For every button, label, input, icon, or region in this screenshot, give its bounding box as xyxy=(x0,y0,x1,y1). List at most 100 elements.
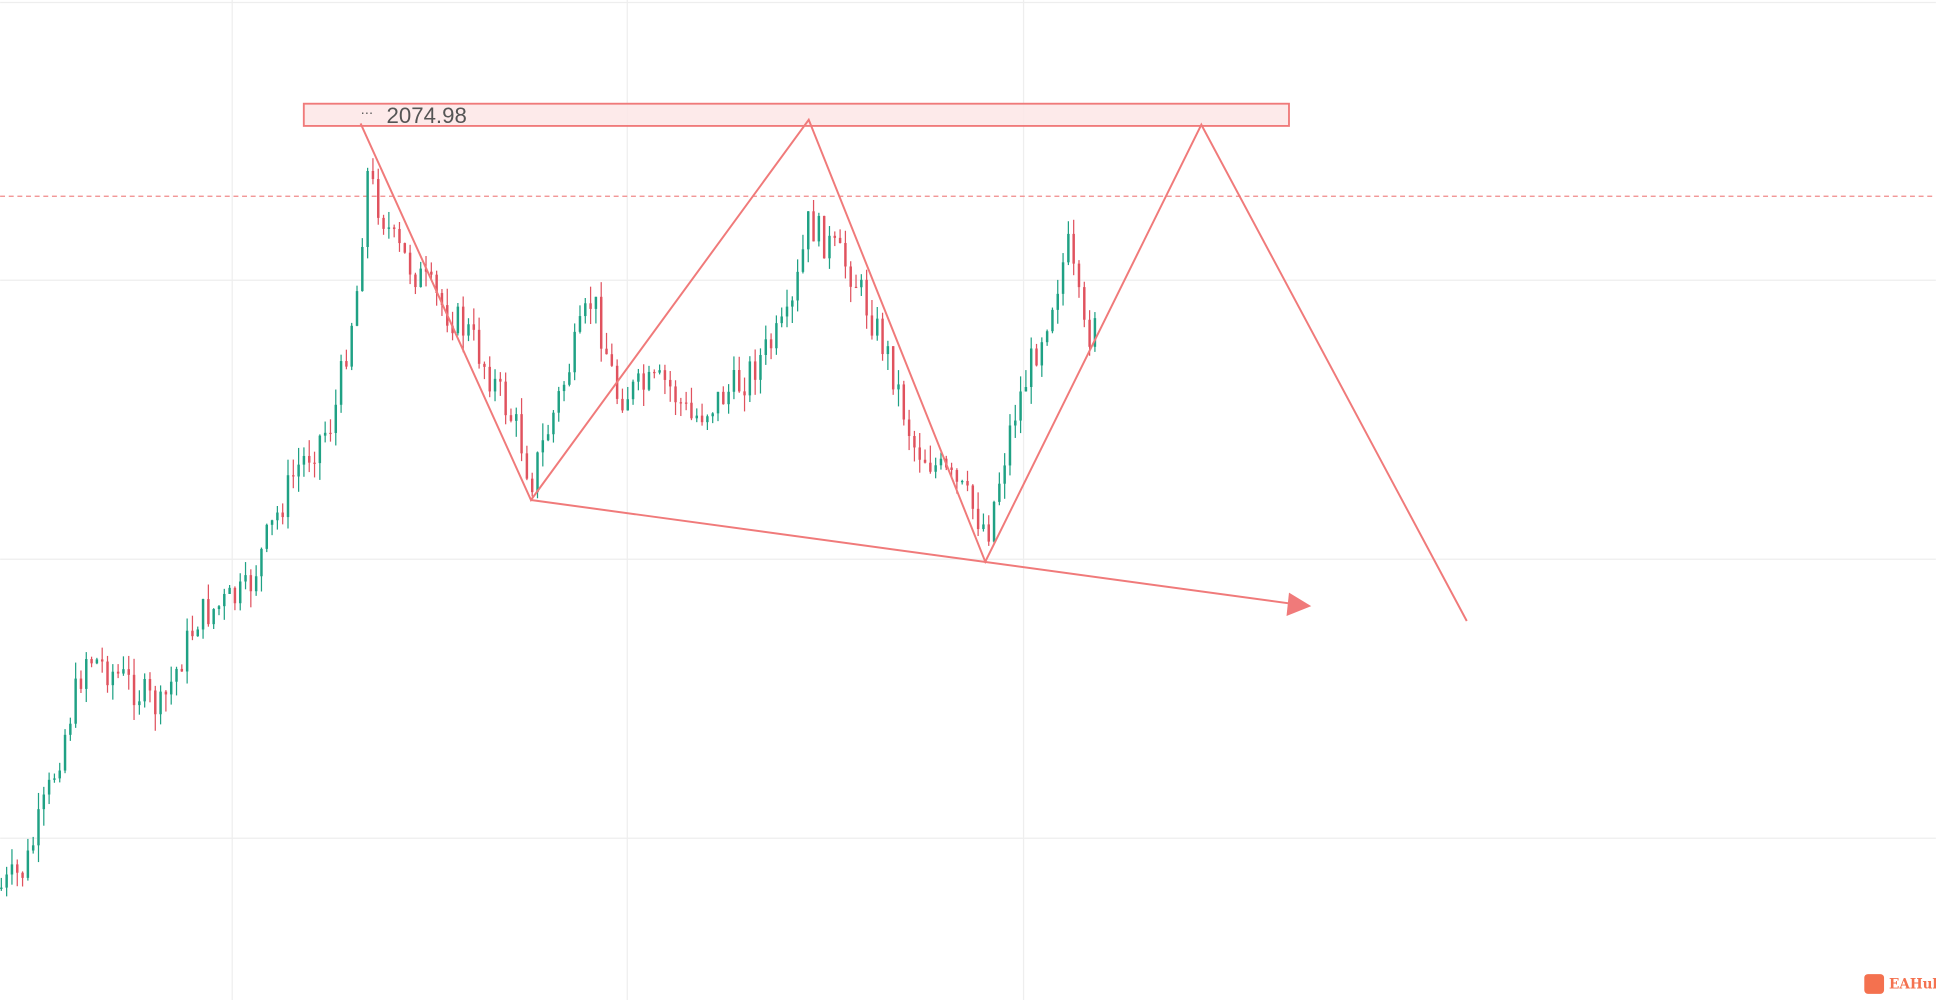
candle-body xyxy=(1003,465,1006,484)
candle-body xyxy=(451,325,454,334)
candle-body xyxy=(345,361,348,367)
candle-body xyxy=(695,415,698,419)
candle-body xyxy=(854,286,858,289)
candle-body xyxy=(238,581,242,604)
candle-body xyxy=(631,381,635,400)
candle-body xyxy=(201,599,205,630)
candle-body xyxy=(37,809,40,846)
candle-body xyxy=(493,378,497,392)
candle-body xyxy=(297,464,300,477)
candle-body xyxy=(833,235,837,238)
candle-body xyxy=(5,874,8,888)
candle-body xyxy=(329,432,332,435)
candle-body xyxy=(1029,348,1033,388)
candle-body xyxy=(960,480,964,483)
resistance-zone xyxy=(302,102,1290,127)
candle-body xyxy=(366,170,369,248)
candle-body xyxy=(844,242,847,267)
candle-body xyxy=(886,346,890,355)
candle-body xyxy=(743,391,746,396)
candle-body xyxy=(971,485,975,509)
candle-body xyxy=(63,734,67,771)
candle-body xyxy=(998,483,1001,502)
candle-body xyxy=(47,779,51,795)
candle-body xyxy=(1077,263,1081,288)
candle-body xyxy=(552,412,555,435)
candle-body xyxy=(796,271,799,301)
candle-body xyxy=(339,361,343,405)
candle-body xyxy=(536,452,539,493)
watermark: EAHub xyxy=(1889,977,1936,993)
candle-body xyxy=(653,371,656,374)
candle-body xyxy=(185,630,189,672)
candle-body xyxy=(929,462,932,472)
candle-body xyxy=(562,384,566,392)
candle-body xyxy=(1040,342,1044,366)
candle-body xyxy=(1014,420,1017,426)
candle-body xyxy=(711,413,714,417)
candle-body xyxy=(111,671,115,686)
candle-body xyxy=(254,576,258,592)
candle-body xyxy=(753,361,757,380)
candle-body xyxy=(79,678,83,689)
candle-body xyxy=(759,355,762,380)
candle-body xyxy=(907,419,911,437)
candle-body xyxy=(828,235,831,259)
candle-body xyxy=(955,470,959,482)
candle-body xyxy=(817,215,821,242)
candle-body xyxy=(21,872,24,878)
candle-body xyxy=(769,339,773,349)
candle-body xyxy=(812,211,815,242)
candle-body xyxy=(207,599,210,625)
candle-body xyxy=(159,691,162,715)
candles xyxy=(0,158,1097,897)
candle-body xyxy=(472,324,476,330)
candle-body xyxy=(822,215,826,259)
candle-body xyxy=(334,404,338,433)
candle-body xyxy=(599,296,603,349)
candle-body xyxy=(169,681,173,695)
candle-body xyxy=(891,346,895,390)
candle-body xyxy=(838,237,842,243)
candle-body xyxy=(276,512,279,521)
pattern-line xyxy=(359,117,1468,622)
candle-body xyxy=(244,575,247,582)
candle-body xyxy=(610,354,614,366)
candle-body xyxy=(175,668,178,682)
candle-body xyxy=(679,402,683,404)
candle-body xyxy=(408,252,412,275)
candle-body xyxy=(95,659,99,664)
candle-body xyxy=(934,465,937,472)
candle-body xyxy=(557,391,560,413)
candle-body xyxy=(265,524,268,549)
candle-body xyxy=(217,606,221,610)
candle-body xyxy=(392,227,396,229)
candle-body xyxy=(860,279,863,288)
candle-body xyxy=(1035,348,1038,366)
candle-body xyxy=(377,179,380,218)
candle-body xyxy=(642,373,645,390)
candle-body xyxy=(865,279,868,316)
candle-body xyxy=(923,459,927,463)
candle-body xyxy=(674,386,677,403)
candle-body xyxy=(74,678,77,724)
candle-body xyxy=(371,170,375,180)
candle-body xyxy=(1024,387,1028,392)
candle-body xyxy=(584,303,587,317)
candle-body xyxy=(233,587,237,604)
candle-body xyxy=(323,432,327,436)
candle-body xyxy=(10,864,14,875)
candle-body xyxy=(69,723,72,735)
candle-body xyxy=(292,475,295,477)
candle-body xyxy=(913,436,916,448)
candle-body xyxy=(1051,309,1054,332)
candle-body xyxy=(748,361,752,396)
candle-body xyxy=(138,701,141,706)
candle-body xyxy=(775,323,778,349)
candle-body xyxy=(716,391,720,414)
candle-body xyxy=(791,300,794,307)
candle-body xyxy=(568,372,571,385)
candle-body xyxy=(228,587,231,594)
